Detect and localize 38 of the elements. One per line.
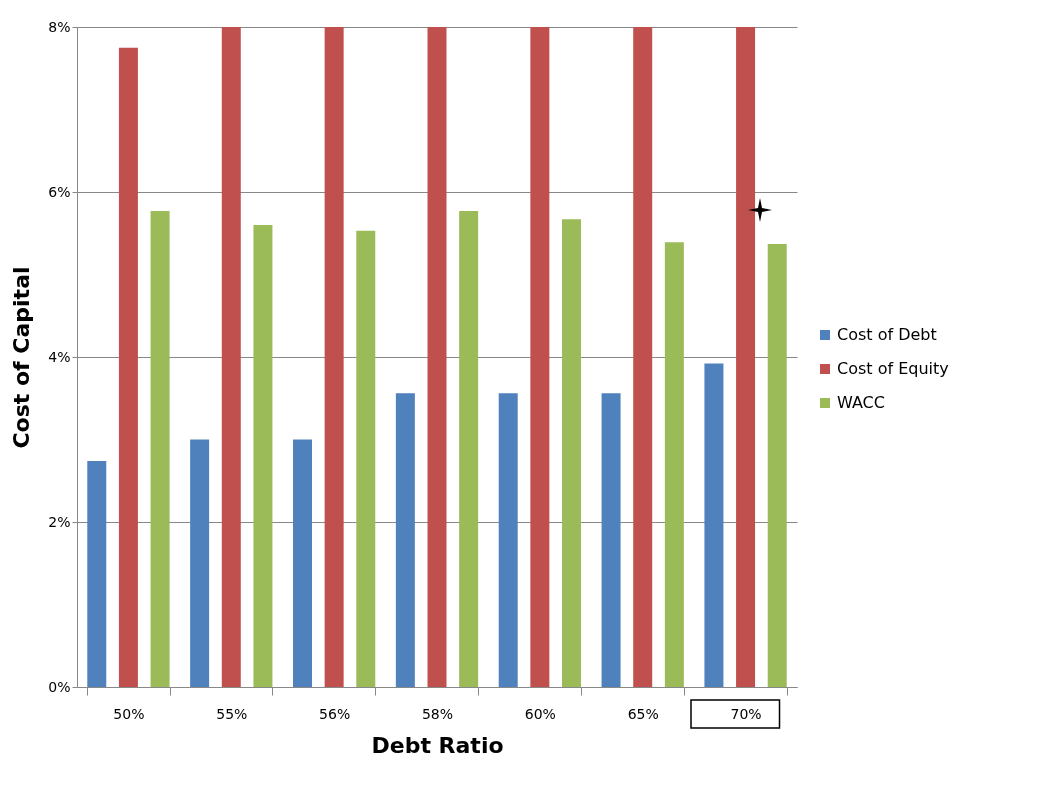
bar (736, 27, 756, 687)
bar (356, 230, 376, 687)
bar (562, 219, 581, 687)
bar (221, 27, 241, 687)
x-tick-label: 56% (319, 705, 351, 722)
bar (150, 210, 170, 687)
x-tick-label: 70% (730, 705, 762, 722)
x-tick-label: 65% (627, 705, 659, 722)
legend-label: WACC (837, 393, 885, 412)
bar (118, 47, 138, 687)
bar (664, 242, 684, 687)
y-tick-label: 4% (48, 348, 71, 365)
x-tick-label: 50% (113, 705, 145, 722)
bar (601, 393, 621, 687)
bar (253, 225, 273, 687)
bar (459, 210, 479, 687)
bar (633, 27, 653, 687)
y-tick-label: 8% (48, 18, 71, 35)
bar (395, 393, 415, 687)
bar (767, 243, 787, 687)
bar (293, 439, 312, 687)
bar (498, 393, 518, 687)
bar (427, 27, 447, 687)
y-tick-label: 6% (48, 183, 71, 200)
x-tick-label: 55% (216, 705, 248, 722)
y-tick-label: 2% (48, 513, 71, 530)
x-axis-title: Debt Ratio (371, 732, 504, 758)
bar (190, 439, 210, 687)
bar (87, 460, 107, 687)
bar (704, 363, 724, 687)
legend-label: Cost of Equity (837, 359, 949, 378)
y-tick-label: 0% (48, 678, 71, 695)
bar (530, 27, 550, 687)
bar (324, 27, 344, 687)
y-axis-title: Cost of Capital (9, 266, 35, 449)
x-tick-label: 60% (524, 705, 556, 722)
legend-label: Cost of Debt (837, 325, 937, 344)
x-tick-label: 58% (421, 705, 454, 722)
